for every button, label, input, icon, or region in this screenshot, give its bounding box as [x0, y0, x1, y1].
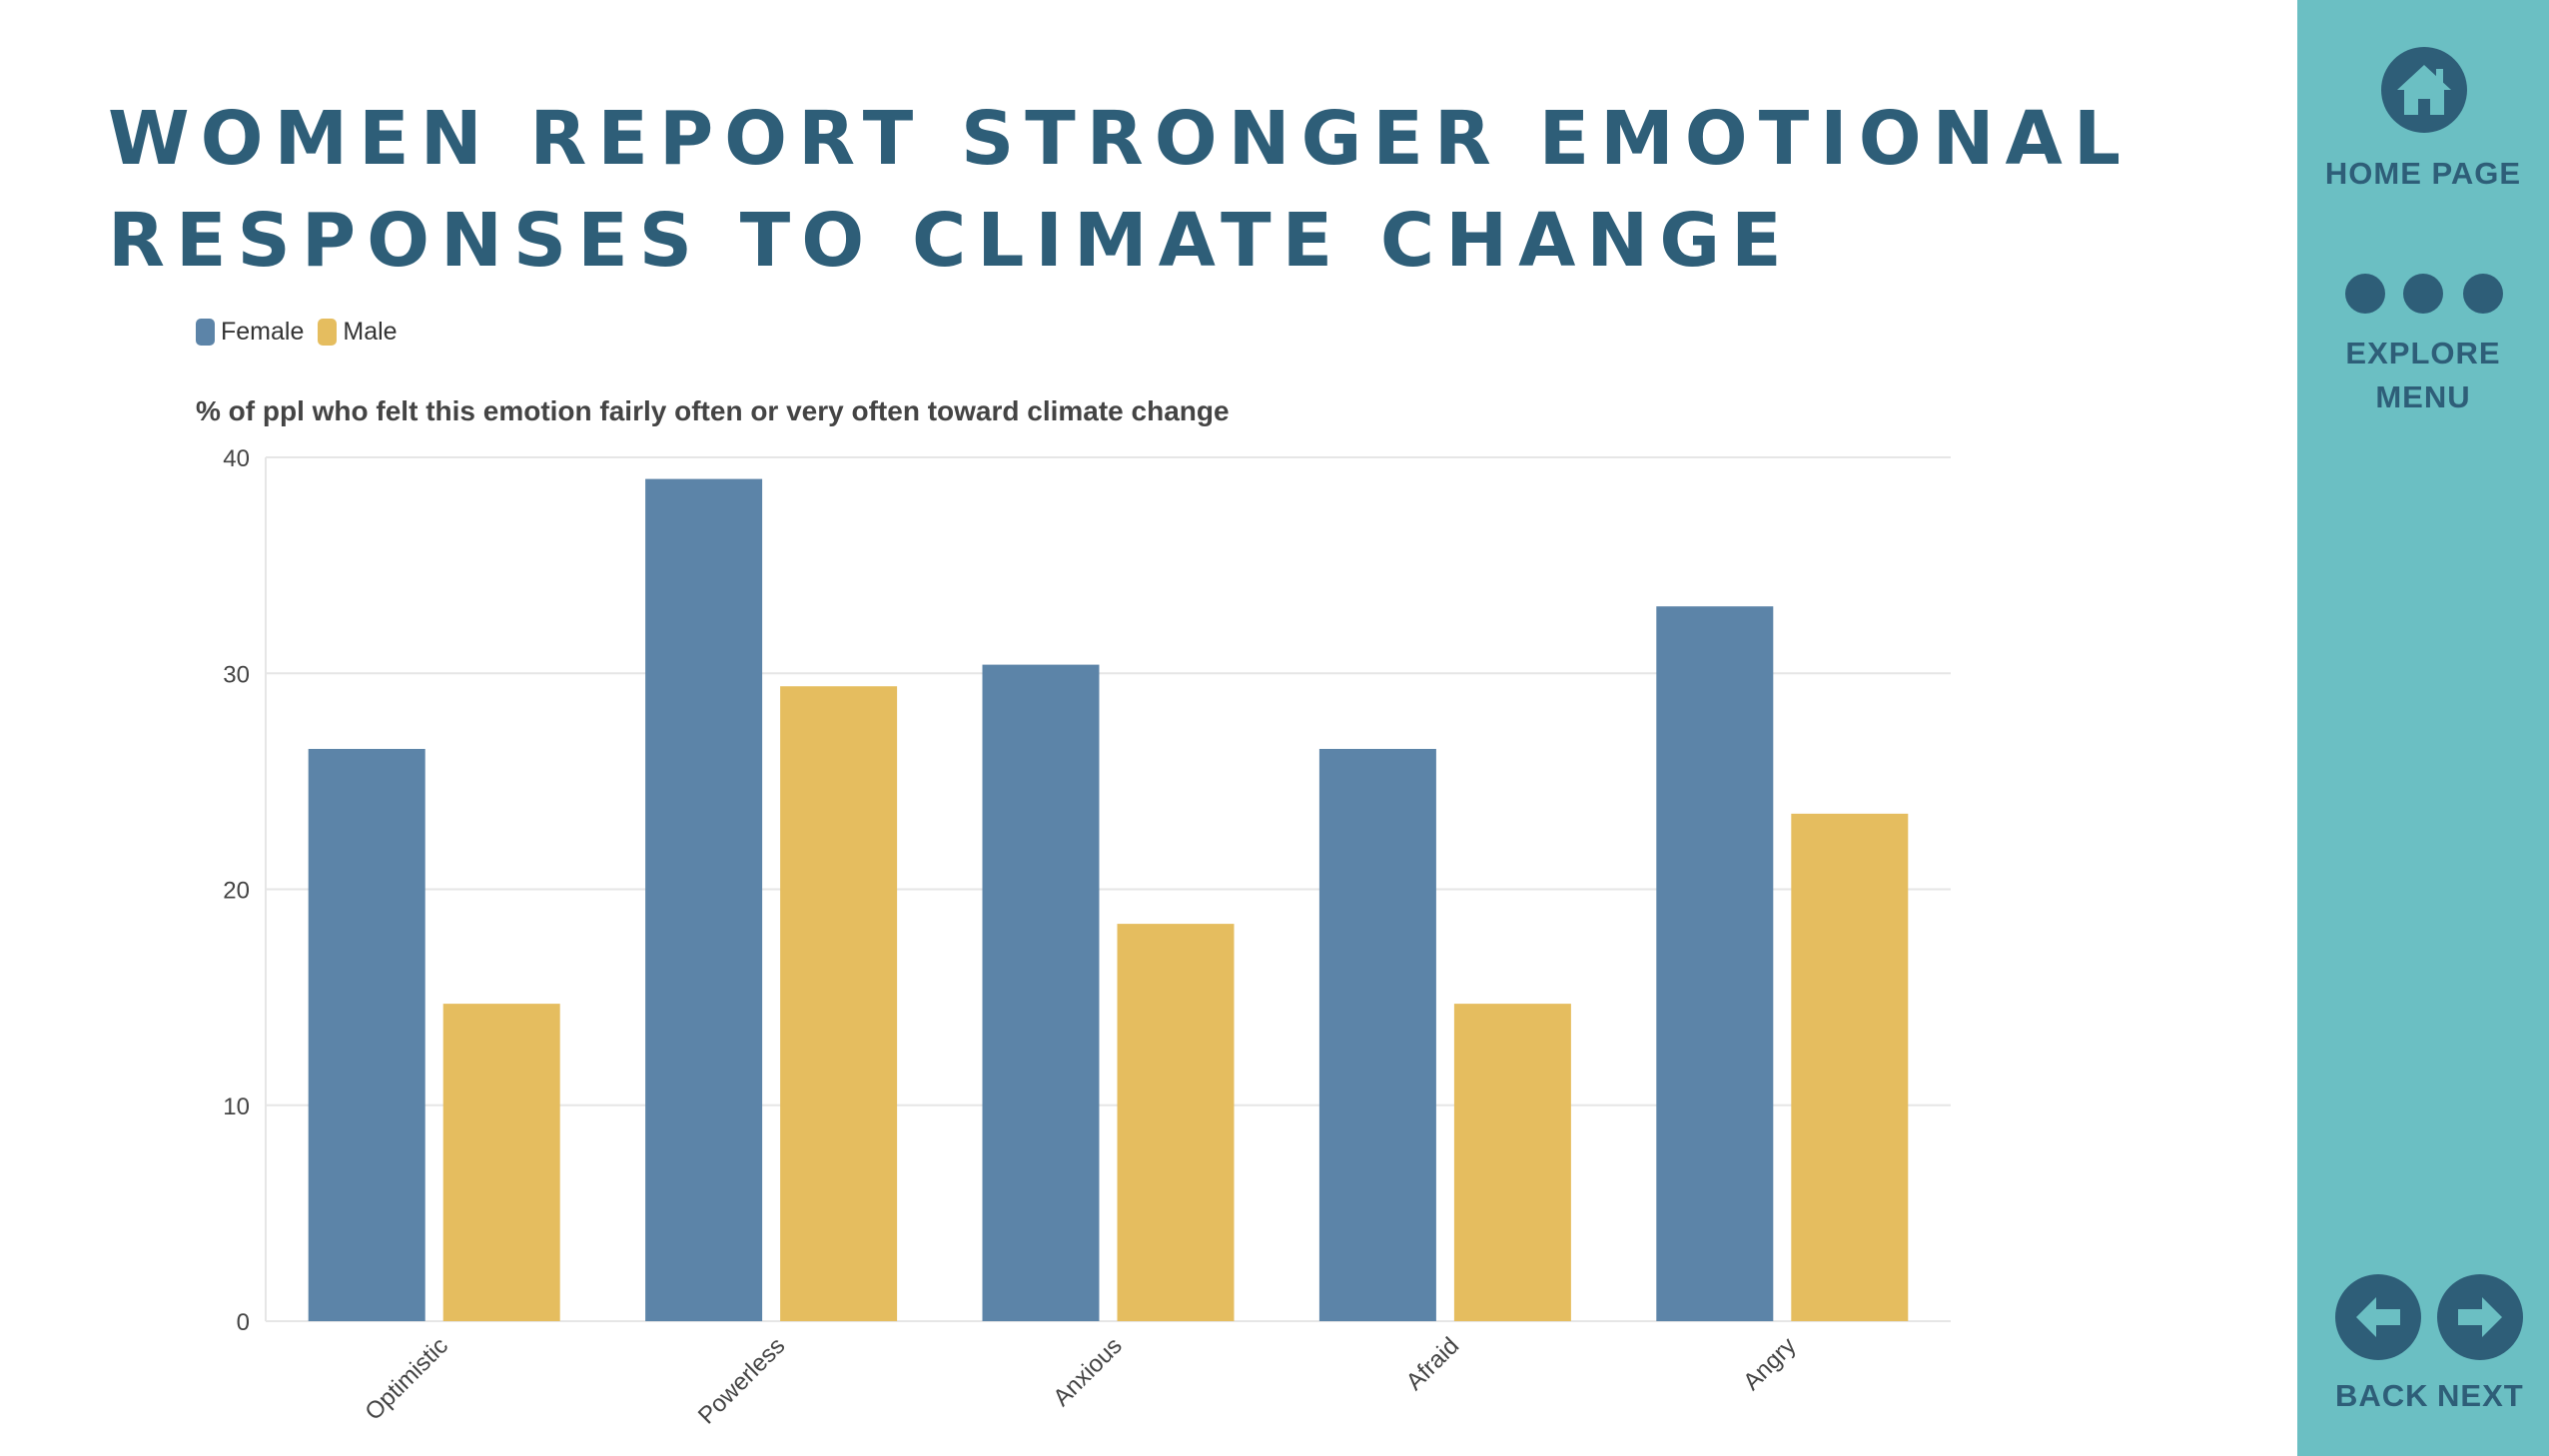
- bar-female-optimistic: [308, 748, 425, 1321]
- x-tick-label: Powerless: [693, 1332, 790, 1429]
- bar-male-afraid: [1453, 1004, 1571, 1321]
- page-title: Women report stronger emotional response…: [108, 96, 2131, 284]
- legend-label-female: Female: [221, 317, 305, 346]
- bar-female-anxious: [982, 664, 1100, 1321]
- sidebar: HOME PAGE EXPLORE MENU BACK NEXT: [2297, 0, 2549, 1456]
- y-tick-label: 20: [223, 878, 250, 905]
- home-page-label[interactable]: HOME PAGE: [2324, 156, 2522, 191]
- back-button[interactable]: [2335, 1274, 2421, 1360]
- x-tick-label: Angry: [1738, 1332, 1801, 1395]
- x-tick-label: Afraid: [1401, 1332, 1464, 1395]
- x-tick-label: Anxious: [1048, 1332, 1127, 1411]
- bar-male-angry: [1791, 813, 1909, 1321]
- legend-swatch-female: [196, 318, 215, 346]
- legend-label-male: Male: [343, 317, 398, 346]
- explore-menu-label-line2[interactable]: MENU: [2375, 379, 2471, 414]
- explore-menu-label-line1[interactable]: EXPLORE: [2345, 336, 2501, 370]
- arrow-left-icon: [2356, 1297, 2400, 1337]
- bar-male-anxious: [1117, 924, 1235, 1321]
- y-tick-label: 0: [237, 1309, 250, 1336]
- y-axis-label: % of ppl who felt this emotion fairly of…: [196, 395, 1230, 426]
- arrow-right-icon: [2458, 1297, 2502, 1337]
- bar-female-afraid: [1318, 748, 1436, 1321]
- y-tick-label: 40: [223, 445, 250, 472]
- bar-female-angry: [1656, 606, 1774, 1321]
- legend-swatch-male: [318, 318, 338, 346]
- explore-dot-1[interactable]: [2345, 274, 2385, 314]
- bar-chart: 0 10 20 30 40 Optimistic Powerless Anxious Afrai…: [223, 445, 1951, 1430]
- next-button[interactable]: [2437, 1274, 2523, 1360]
- home-icon: [2397, 65, 2451, 115]
- explore-dot-3[interactable]: [2463, 274, 2503, 314]
- legend-item-male[interactable]: Male: [318, 317, 398, 347]
- y-tick-label: 10: [223, 1093, 250, 1120]
- explore-dot-2[interactable]: [2403, 274, 2443, 314]
- bar-male-powerless: [780, 686, 898, 1321]
- legend-item-female[interactable]: Female: [196, 318, 304, 347]
- chart-legend: Female Male: [196, 314, 412, 350]
- bar-male-optimistic: [442, 1004, 560, 1321]
- home-button[interactable]: [2381, 47, 2467, 133]
- y-tick-label: 30: [223, 661, 250, 688]
- x-tick-label: Optimistic: [360, 1332, 453, 1426]
- bar-female-powerless: [645, 478, 763, 1321]
- back-label[interactable]: BACK: [2335, 1378, 2429, 1413]
- next-label[interactable]: NEXT: [2437, 1378, 2524, 1413]
